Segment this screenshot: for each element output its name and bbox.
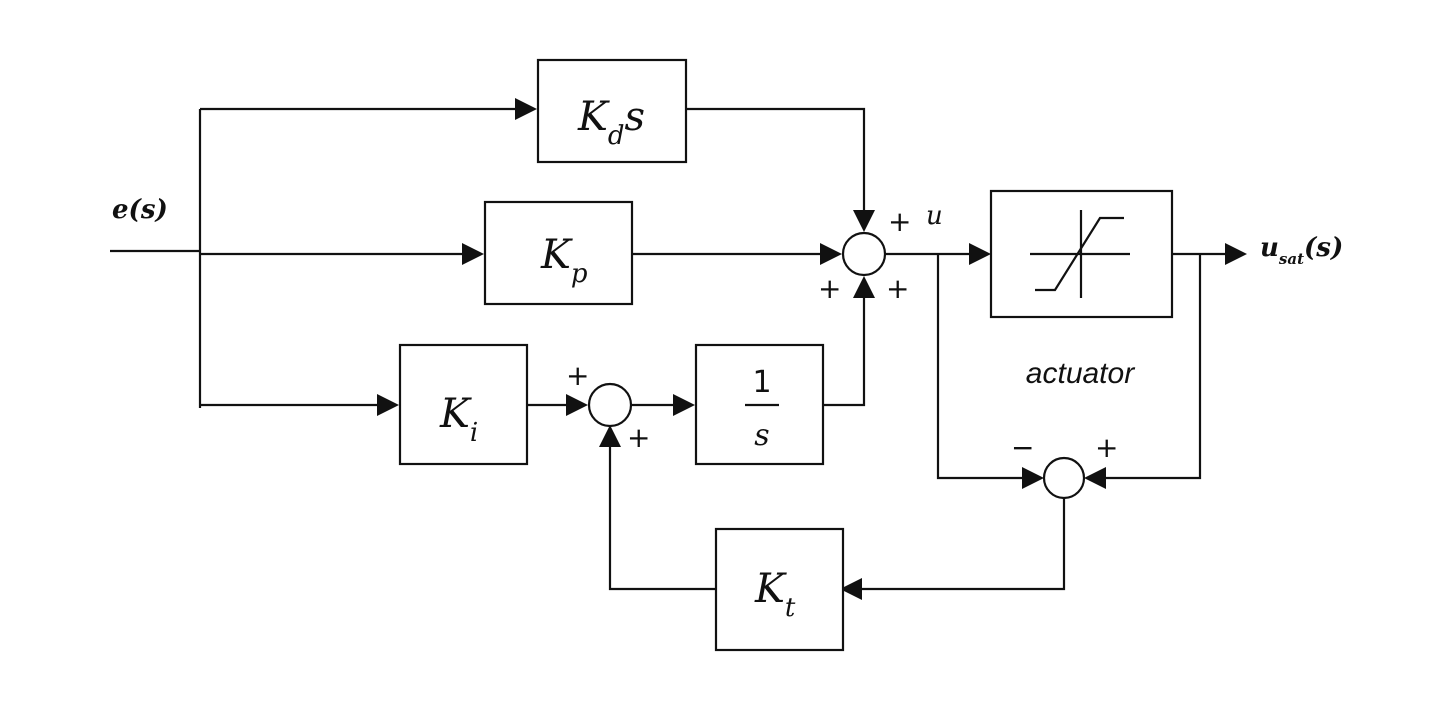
block-kd-box xyxy=(536,58,688,164)
arrow-ki-into-int-sum-icon xyxy=(566,394,588,416)
block-kp-box xyxy=(483,200,634,306)
sign-int-sum-top: + xyxy=(566,359,589,392)
block-ki-label: Ki xyxy=(439,391,478,448)
integrator-numerator: 1 xyxy=(752,365,771,400)
arrow-usat-into-error-sum-icon xyxy=(1084,467,1106,489)
kd-subscript: d xyxy=(608,121,625,151)
ki-main: K xyxy=(439,391,472,437)
block-kp-label: Kp xyxy=(540,232,588,289)
integrator-summing-junction xyxy=(587,382,633,428)
arrow-output-icon xyxy=(1225,243,1247,265)
controller-output-label: u xyxy=(926,201,943,231)
sign-error-sum-right: + xyxy=(1095,431,1118,464)
arrow-u-into-error-sum-icon xyxy=(1022,467,1044,489)
sign-main-sum-left: + xyxy=(818,272,841,305)
kd-tail: s xyxy=(625,94,646,140)
sign-int-sum-bottom: + xyxy=(627,421,650,454)
main-summing-junction xyxy=(841,231,887,277)
kd-main: K xyxy=(577,94,610,140)
block-kt-box xyxy=(714,527,845,652)
arrow-to-ki-icon xyxy=(377,394,399,416)
arrow-int-into-sum-icon xyxy=(853,276,875,298)
kp-main: K xyxy=(540,232,573,278)
arrow-kd-into-sum-icon xyxy=(853,210,875,232)
wire-usat-to-error-sum xyxy=(1106,254,1202,480)
arrowheads xyxy=(377,98,1247,600)
kp-subscript: p xyxy=(571,259,588,289)
block-actuator: actuator xyxy=(989,189,1174,390)
block-kt-label: Kt xyxy=(754,566,796,623)
arrow-to-kp-icon xyxy=(462,243,484,265)
arrow-to-integrator-icon xyxy=(673,394,695,416)
block-kd: Kds xyxy=(536,58,688,164)
block-integrator: 1 s xyxy=(694,343,825,466)
sign-main-sum-top: + xyxy=(888,205,911,238)
usat-subscript: sat xyxy=(1279,250,1304,268)
input-signal-label: e(s) xyxy=(112,195,168,225)
wire-kd-to-sum xyxy=(686,107,866,214)
arrow-to-actuator-icon xyxy=(969,243,991,265)
usat-main: u xyxy=(1260,233,1279,263)
actuator-label: actuator xyxy=(1026,357,1135,390)
integrator-denominator: s xyxy=(754,418,769,453)
arrow-kt-into-int-sum-icon xyxy=(599,425,621,447)
block-kp: Kp xyxy=(483,200,634,306)
block-ki: Ki xyxy=(398,343,529,466)
wire-integrator-to-sum xyxy=(823,298,866,407)
block-kt: Kt xyxy=(714,527,845,652)
usat-tail: (s) xyxy=(1304,233,1343,263)
arrow-to-kt-icon xyxy=(840,578,862,600)
block-kd-label: Kds xyxy=(577,94,645,151)
output-signal-label: usat(s) xyxy=(1260,233,1343,268)
wire-u-to-error-sum xyxy=(936,254,1025,480)
sign-main-sum-bottom: + xyxy=(886,272,909,305)
signal-wires xyxy=(110,107,1225,591)
arrow-to-kd-icon xyxy=(515,98,537,120)
sign-error-sum-left: − xyxy=(1011,431,1034,464)
kt-main: K xyxy=(754,566,787,612)
arrow-kp-into-sum-icon xyxy=(820,243,842,265)
kt-subscript: t xyxy=(785,593,796,623)
ki-subscript: i xyxy=(470,418,478,448)
wire-kt-to-int-sum xyxy=(608,446,715,591)
error-summing-junction xyxy=(1042,456,1086,500)
wire-error-to-kt xyxy=(860,498,1066,591)
saturation-icon xyxy=(1030,210,1130,298)
block-ki-box xyxy=(398,343,529,466)
